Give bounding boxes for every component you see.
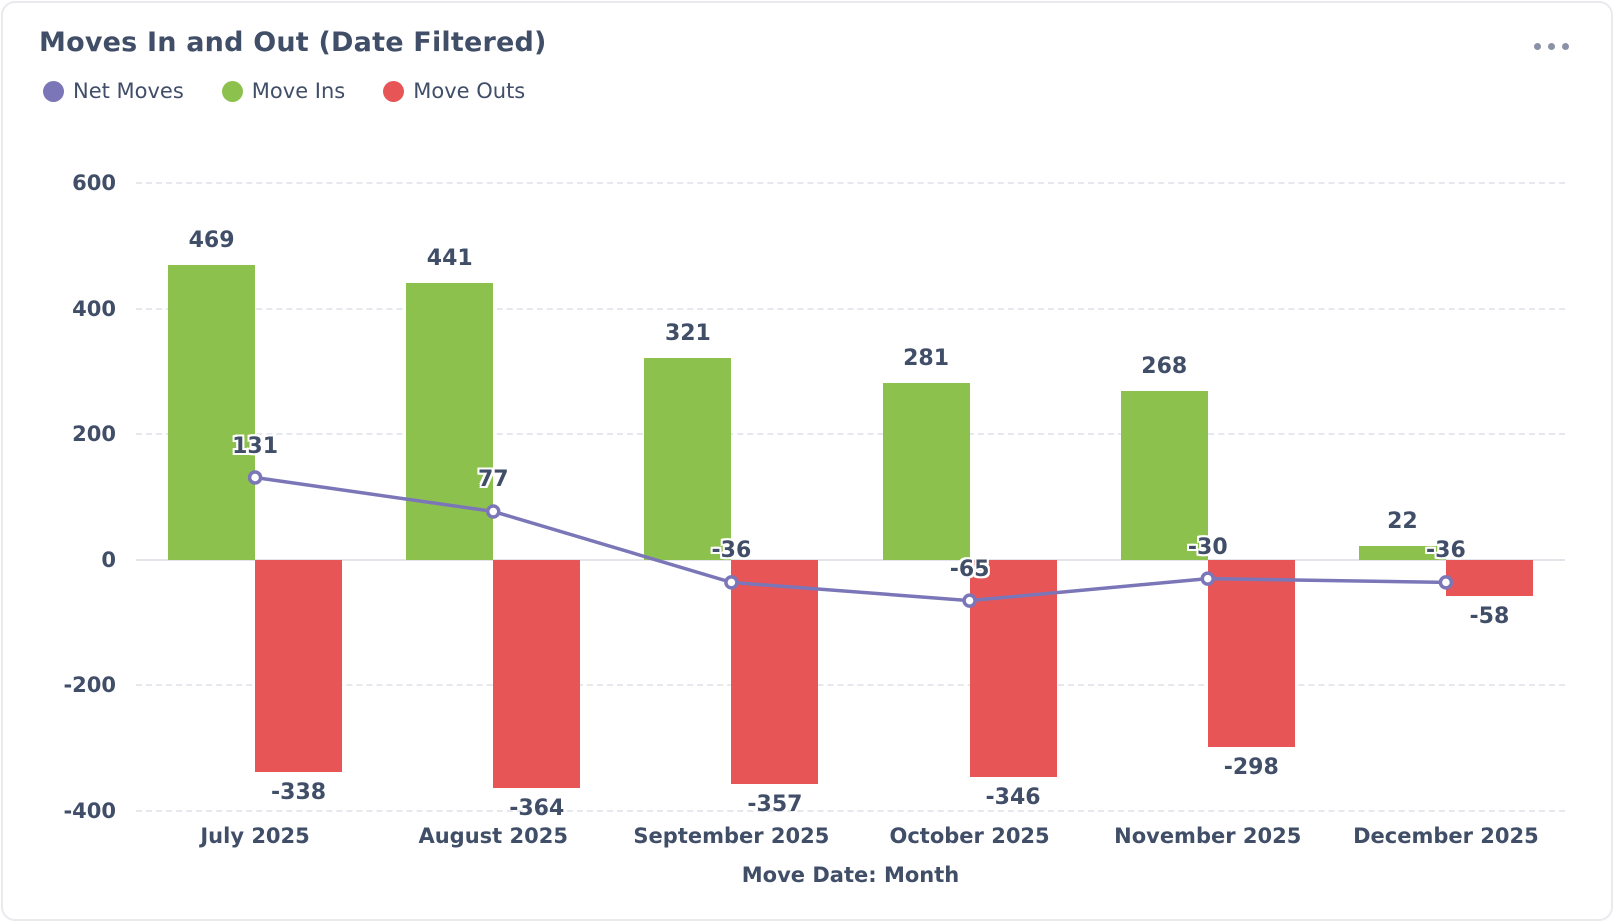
move-ins-value-label: 321 — [664, 321, 711, 347]
move-ins-value-label: 441 — [426, 245, 473, 271]
legend-item-move-ins[interactable]: Move Ins — [221, 79, 346, 103]
net-moves-swatch-icon — [43, 80, 64, 102]
gridline-0 — [136, 558, 1565, 561]
chart-title: Moves In and Out (Date Filtered) — [39, 27, 547, 58]
gridline-600 — [136, 182, 1565, 184]
move-outs-value-label: -298 — [1223, 754, 1279, 780]
x-axis-label-september-2025: September 2025 — [633, 824, 830, 848]
move-ins-bar-november-2025[interactable] — [1120, 391, 1208, 560]
x-axis-label-december-2025: December 2025 — [1353, 824, 1539, 848]
net-moves-marker-august-2025[interactable] — [486, 504, 501, 519]
move-outs-bar-november-2025[interactable] — [1207, 559, 1295, 747]
net-moves-marker-october-2025[interactable] — [962, 593, 977, 608]
chart-legend: Net Moves Move Ins Move Outs — [43, 79, 525, 103]
net-moves-marker-november-2025[interactable] — [1200, 571, 1215, 586]
move-outs-value-label: -58 — [1469, 604, 1510, 630]
move-ins-bar-july-2025[interactable] — [168, 265, 256, 560]
move-outs-value-label: -338 — [271, 780, 327, 806]
y-tick-label: 0 — [101, 547, 116, 572]
move-outs-bar-december-2025[interactable] — [1445, 559, 1533, 597]
net-moves-value-label: -36 — [1426, 538, 1466, 564]
move-outs-bar-july-2025[interactable] — [255, 559, 343, 773]
move-ins-bar-august-2025[interactable] — [406, 282, 494, 560]
legend-item-net-moves[interactable]: Net Moves — [43, 79, 184, 103]
legend-label: Move Outs — [413, 79, 526, 103]
x-axis-title: Move Date: Month — [741, 863, 960, 887]
y-tick-label: 200 — [72, 422, 116, 447]
ellipsis-menu-icon[interactable] — [1529, 33, 1573, 59]
x-axis-label-november-2025: November 2025 — [1114, 824, 1302, 848]
ellipsis-dot — [1561, 42, 1569, 50]
gridline-400 — [136, 307, 1565, 310]
move-outs-bar-september-2025[interactable] — [731, 559, 819, 784]
move-ins-value-label: 281 — [903, 346, 950, 372]
x-axis-label-august-2025: August 2025 — [418, 824, 568, 848]
move-outs-swatch-icon — [383, 80, 405, 102]
net-moves-value-label: -36 — [711, 538, 752, 564]
move-outs-value-label: -364 — [509, 796, 565, 822]
net-moves-value-label: 131 — [232, 433, 279, 459]
move-ins-swatch-icon — [221, 80, 243, 102]
move-ins-value-label: 469 — [188, 228, 235, 254]
y-tick-label: -200 — [63, 673, 116, 698]
ellipsis-dot — [1547, 42, 1555, 50]
legend-item-move-outs[interactable]: Move Outs — [383, 79, 525, 103]
move-ins-bar-october-2025[interactable] — [882, 383, 970, 560]
ellipsis-dot — [1533, 42, 1541, 50]
gridline--200 — [136, 684, 1565, 687]
net-moves-marker-december-2025[interactable] — [1438, 575, 1454, 590]
move-outs-value-label: -346 — [985, 785, 1041, 811]
move-ins-bar-december-2025[interactable] — [1358, 545, 1446, 560]
gridline--400 — [136, 810, 1565, 812]
net-moves-line — [254, 475, 1446, 603]
y-tick-label: 600 — [72, 171, 116, 195]
net-moves-marker-september-2025[interactable] — [724, 575, 739, 590]
move-ins-value-label: 268 — [1141, 354, 1188, 380]
net-moves-line-layer — [247, 470, 1454, 608]
net-moves-value-label: 77 — [477, 467, 509, 493]
x-axis-label-july-2025: July 2025 — [200, 824, 310, 848]
net-moves-value-label: -65 — [949, 556, 990, 582]
net-moves-marker-july-2025[interactable] — [247, 470, 263, 485]
move-ins-bar-september-2025[interactable] — [644, 358, 732, 560]
legend-label: Move Ins — [251, 79, 346, 103]
y-tick-label: -400 — [63, 799, 116, 823]
gridline-200 — [136, 433, 1565, 436]
move-outs-value-label: -357 — [747, 791, 803, 817]
move-ins-value-label: 22 — [1387, 508, 1418, 534]
net-moves-value-label: -30 — [1187, 534, 1228, 560]
y-tick-label: 400 — [72, 296, 116, 321]
plot-area: 600 400 200 0 -200 -400 469 -338 July 2025 441 -36… — [3, 3, 1611, 919]
x-axis-label-october-2025: October 2025 — [889, 824, 1050, 848]
legend-label: Net Moves — [73, 79, 184, 103]
move-outs-bar-august-2025[interactable] — [493, 559, 581, 789]
